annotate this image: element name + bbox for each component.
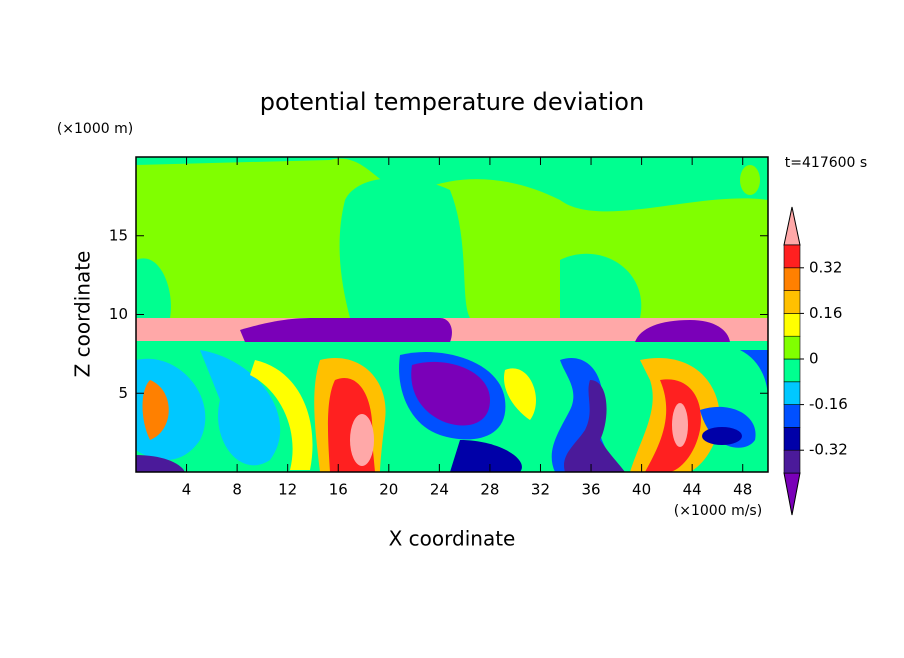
colorbar-tick-label: 0.32 — [809, 258, 842, 276]
colorbar: 0.32 0.16 0 -0.16 -0.32 — [783, 206, 848, 516]
x-axis-label: X coordinate — [389, 527, 516, 551]
y-tick-label: 15 — [109, 226, 128, 244]
colorbar-bin — [783, 358, 801, 383]
colorbar-bin — [783, 449, 801, 474]
colorbar-extend — [783, 206, 801, 246]
region — [702, 427, 742, 445]
colorbar-tick-label: 0 — [809, 350, 819, 368]
x-tick-label: 32 — [531, 481, 550, 499]
region — [200, 350, 281, 466]
region — [136, 258, 171, 318]
region — [551, 358, 620, 472]
colorbar-bin — [783, 244, 801, 269]
x-tick-label: 8 — [232, 481, 242, 499]
region — [740, 165, 760, 195]
y-unit: (×1000 m) — [57, 121, 133, 137]
x-tick-label: 4 — [182, 481, 192, 499]
region — [564, 380, 625, 472]
x-tick-label: 24 — [430, 481, 449, 499]
x-tick-label: 40 — [632, 481, 651, 499]
region — [136, 455, 185, 472]
x-tick-label: 44 — [683, 481, 702, 499]
colorbar-tick-label: 0.16 — [809, 304, 842, 322]
region — [250, 360, 313, 470]
colorbar-bin — [783, 290, 801, 314]
x-tick-label: 28 — [480, 481, 499, 499]
region — [672, 403, 688, 447]
y-tick-label: 5 — [118, 384, 128, 402]
colorbar-tick-label: -0.32 — [809, 441, 848, 459]
colorbar-bin — [783, 404, 801, 428]
y-tick-label: 10 — [109, 305, 128, 323]
colorbar-bin — [783, 335, 801, 360]
region — [142, 380, 169, 440]
colorbar-extend — [783, 472, 801, 516]
colorbar-tick-label: -0.16 — [809, 395, 848, 413]
region — [411, 361, 490, 426]
region — [339, 178, 470, 318]
colorbar-bin — [783, 381, 801, 405]
x-tick-label: 20 — [379, 481, 398, 499]
x-tick-label: 36 — [581, 481, 600, 499]
y-axis-label: Z coordinate — [71, 251, 95, 378]
colorbar-bin — [783, 313, 801, 337]
x-unit: (×1000 m/s) — [674, 503, 762, 519]
region — [136, 157, 768, 212]
x-tick-label: 48 — [733, 481, 752, 499]
chart-title: potential temperature deviation — [260, 88, 644, 116]
region — [504, 368, 536, 420]
x-tick-label: 12 — [278, 481, 297, 499]
x-tick-label: 16 — [329, 481, 348, 499]
region — [450, 440, 522, 472]
region — [740, 350, 768, 400]
annotation: t=417600 s — [785, 155, 867, 171]
region — [240, 318, 452, 342]
region — [350, 414, 374, 466]
colorbar-bin — [783, 427, 801, 451]
colorbar-bin — [783, 267, 801, 291]
contour-field — [136, 157, 768, 472]
region — [635, 320, 730, 342]
region — [560, 253, 642, 318]
